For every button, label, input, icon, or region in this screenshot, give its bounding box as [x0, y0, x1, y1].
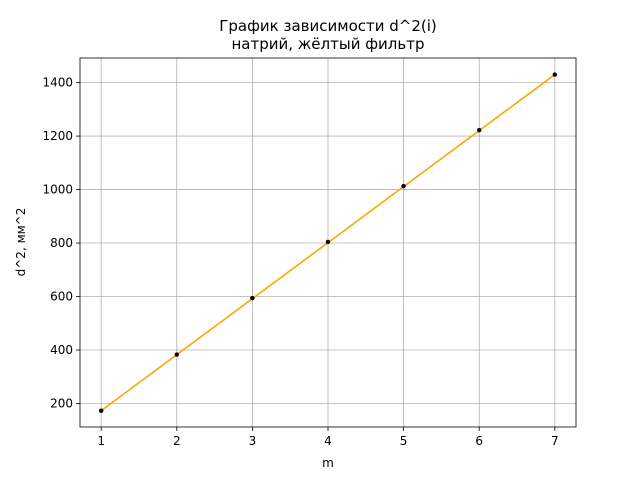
plot-series — [98, 72, 558, 413]
x-tick-label: 2 — [173, 434, 181, 448]
data-point — [98, 408, 104, 413]
y-tick-label: 1400 — [42, 76, 73, 90]
y-tick-label: 200 — [50, 396, 73, 410]
x-axis-label: m — [322, 456, 334, 470]
x-tick-label: 6 — [475, 434, 483, 448]
x-tick-label: 3 — [249, 434, 257, 448]
data-point — [552, 72, 558, 77]
data-point — [250, 295, 255, 301]
x-tick-label: 4 — [324, 434, 332, 448]
x-tick-label: 7 — [551, 434, 559, 448]
data-point — [401, 183, 406, 189]
y-tick-label: 1200 — [42, 129, 73, 143]
chart-title-line-2: натрий, жёлтый фильтр — [232, 35, 425, 53]
y-tick-label: 400 — [50, 343, 73, 357]
y-axis-label: d^2, мм^2 — [14, 208, 28, 277]
data-point — [174, 352, 179, 357]
data-point — [325, 239, 331, 245]
x-tick-label: 1 — [97, 434, 105, 448]
y-tick-label: 600 — [50, 290, 73, 304]
grid — [80, 58, 576, 427]
y-tick-label: 800 — [50, 236, 73, 250]
y-tick-label: 1000 — [42, 183, 73, 197]
axis-ticks: 1 2 3 4 5 6 7 200 400 600 800 1000 1200 1400 — [42, 76, 558, 448]
x-tick-label: 5 — [400, 434, 408, 448]
data-point — [477, 127, 482, 133]
chart-title-line-1: График зависимости d^2(i) — [219, 17, 437, 35]
